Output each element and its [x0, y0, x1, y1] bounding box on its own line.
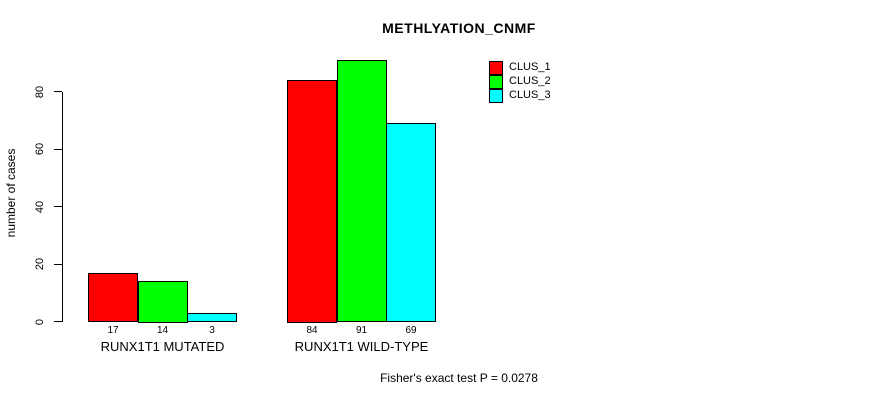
legend-swatch-clus-3-icon	[489, 88, 503, 103]
y-axis-tick-label: 80	[34, 85, 46, 98]
bar-clus_3-group2	[386, 123, 436, 323]
x-category-label: RUNX1T1 WILD-TYPE	[294, 339, 429, 354]
y-axis-tick	[54, 148, 62, 150]
legend-item-clus-1: CLUS_1	[489, 60, 551, 75]
legend-swatch-clus-2-icon	[489, 74, 503, 89]
bar-clus_1-group2	[287, 80, 337, 323]
y-axis-tick	[54, 206, 62, 207]
legend-swatch-clus-1-icon	[489, 60, 503, 75]
y-axis-tick-label: 20	[34, 257, 46, 271]
bar-value-label: 14	[156, 325, 169, 336]
legend-item-clus-2: CLUS_2	[489, 74, 551, 89]
bar-clus_3-group1	[187, 312, 237, 323]
y-axis-tick	[54, 321, 62, 322]
x-category-label: RUNX1T1 MUTATED	[100, 339, 225, 354]
bar-value-label: 91	[355, 325, 368, 336]
y-axis-tick	[54, 91, 62, 92]
bar-clus_1-group1	[88, 272, 138, 323]
bar-value-label: 84	[306, 325, 318, 336]
bar-value-label: 69	[405, 325, 417, 336]
y-axis-tick-label: 60	[34, 142, 46, 156]
y-axis-tick-label: 40	[34, 200, 46, 213]
y-axis-line	[62, 91, 63, 322]
legend-label-clus-3: CLUS_3	[509, 89, 551, 101]
bar-value-label: 17	[107, 325, 119, 336]
bar-clus_2-group2	[336, 59, 387, 323]
chart-title: METHLYATION_CNMF	[382, 20, 536, 36]
legend-item-clus-3: CLUS_3	[489, 88, 551, 103]
fisher-test-annotation: Fisher's exact test P = 0.0278	[380, 371, 538, 385]
legend-label-clus-1: CLUS_1	[509, 61, 551, 73]
y-axis-tick-label: 0	[34, 318, 46, 325]
legend: CLUS_1 CLUS_2 CLUS_3	[489, 60, 551, 103]
legend-label-clus-2: CLUS_2	[509, 75, 551, 87]
y-axis-tick	[54, 263, 62, 265]
bar-clus_2-group1	[137, 281, 188, 323]
bar-value-label: 3	[209, 325, 215, 336]
y-axis-label: number of cases	[4, 148, 18, 238]
